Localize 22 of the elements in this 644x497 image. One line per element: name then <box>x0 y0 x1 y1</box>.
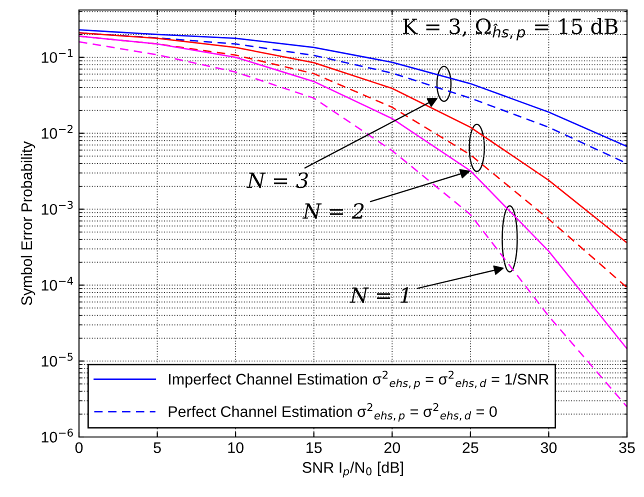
annotation: N = 2 <box>302 203 364 219</box>
legend-label: Imperfect Channel Estimation σ$^{2}$$_{ehs,p}$ = σ$^{2}$$_{ehs,d}$ = 1/SNR <box>169 370 548 390</box>
x-tick-label: 15 <box>306 442 322 454</box>
y-tick-label: 10$^{−6}$ <box>42 428 73 443</box>
annotation: K = 3, Ω$_{ĥs,p}$ = 15 dB <box>403 18 618 40</box>
annotation: N = 1 <box>350 287 408 303</box>
x-tick-label: 25 <box>462 442 478 454</box>
y-tick-label: 10$^{−3}$ <box>42 200 73 215</box>
annotation: N = 3 <box>246 172 308 188</box>
y-axis-title: Symbol Error Probability <box>20 141 36 306</box>
x-tick-label: 5 <box>154 442 161 454</box>
legend-label: Perfect Channel Estimation σ$^{2}$$_{ehs,p}$ = σ$^{2}$$_{ehs,d}$ = 0 <box>168 403 497 422</box>
x-tick-label: 0 <box>75 442 83 454</box>
x-axis-title: SNR I$_{p}$/N$_{0}$ [dB] <box>302 462 403 478</box>
y-tick-label: 10$^{−1}$ <box>42 49 73 63</box>
y-tick-label: 10$^{−5}$ <box>42 352 73 367</box>
x-tick-label: 30 <box>540 442 557 454</box>
x-tick-label: 20 <box>384 442 400 454</box>
y-tick-label: 10$^{−2}$ <box>42 124 73 139</box>
x-tick-label: 35 <box>619 442 635 454</box>
x-tick-label: 10 <box>228 442 244 454</box>
y-tick-label: 10$^{−4}$ <box>42 276 73 291</box>
